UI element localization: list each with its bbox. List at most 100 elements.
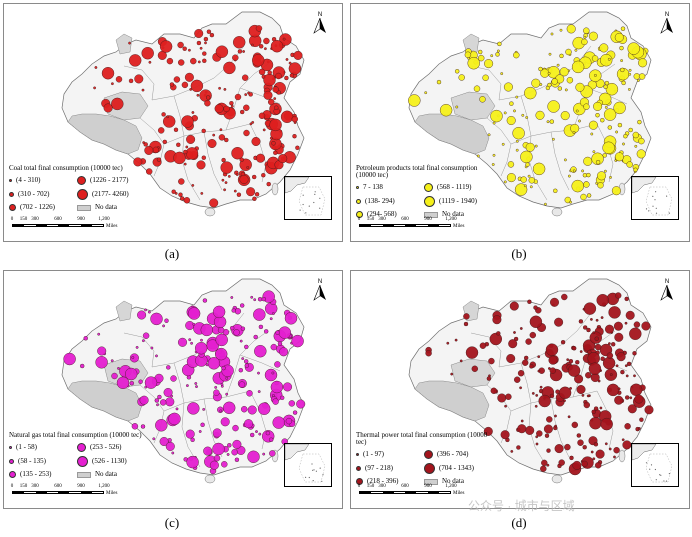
inset-coastline — [284, 176, 310, 194]
scale-tick-label: 0 — [357, 484, 361, 489]
scale-unit: Miles — [106, 491, 118, 496]
prefecture-symbol — [206, 29, 212, 34]
prefecture-symbol — [265, 430, 271, 436]
prefecture-symbol — [509, 101, 514, 106]
prefecture-symbol — [543, 202, 547, 206]
prefecture-symbol — [162, 324, 166, 328]
prefecture-symbol — [271, 371, 275, 375]
legend-circle-symbol — [356, 186, 359, 189]
prefecture-symbol — [544, 433, 550, 438]
prefecture-symbol — [529, 185, 533, 189]
prefecture-symbol — [213, 389, 220, 396]
prefecture-symbol — [215, 333, 228, 347]
legend-circle-symbol — [424, 450, 433, 459]
prefecture-symbol — [271, 394, 275, 397]
prefecture-symbol — [532, 162, 546, 176]
prefecture-symbol — [215, 45, 229, 58]
north-label: N — [317, 279, 323, 285]
prefecture-symbol — [137, 310, 147, 320]
scale-tick-labels: 0 150 300 600 900 1,200 — [11, 484, 110, 491]
prefecture-symbol — [239, 109, 245, 115]
prefecture-symbol — [504, 404, 508, 408]
prefecture-symbol — [513, 376, 521, 383]
prefecture-symbol — [266, 181, 271, 187]
prefecture-symbol — [609, 373, 613, 377]
prefecture-symbol — [194, 382, 198, 385]
prefecture-symbol — [621, 80, 626, 86]
prefecture-symbol — [458, 74, 465, 81]
prefecture-symbol — [232, 424, 239, 432]
prefecture-symbol — [138, 379, 143, 384]
inset-island — [655, 479, 657, 481]
prefecture-symbol — [608, 447, 612, 451]
prefecture-symbol — [246, 166, 250, 169]
prefecture-symbol — [513, 109, 516, 113]
caption-b: (b) — [511, 246, 527, 261]
prefecture-symbol — [621, 438, 625, 442]
prefecture-symbol — [523, 355, 529, 361]
prefecture-symbol — [275, 72, 282, 80]
prefecture-symbol — [473, 85, 481, 92]
prefecture-symbol — [141, 47, 154, 60]
prefecture-symbol — [161, 112, 166, 117]
prefecture-symbol — [254, 344, 267, 358]
prefecture-symbol — [218, 134, 226, 141]
prefecture-symbol — [591, 152, 604, 166]
legend-item: (294- 568) — [356, 211, 424, 218]
prefecture-symbol — [607, 125, 612, 130]
prefecture-symbol — [486, 376, 492, 381]
prefecture-symbol — [239, 339, 243, 343]
prefecture-symbol — [223, 188, 227, 192]
prefecture-symbol — [496, 331, 501, 336]
prefecture-symbol — [538, 66, 543, 72]
prefecture-symbol — [178, 178, 185, 185]
prefecture-symbol — [628, 127, 633, 133]
inset-island — [314, 191, 316, 193]
prefecture-symbol — [201, 128, 206, 134]
scale-tick-label: 300 — [378, 484, 386, 489]
north-arrow-icon — [660, 284, 673, 301]
legend-circle-symbol — [356, 199, 361, 204]
inset-boundary-line — [645, 186, 673, 216]
prefecture-symbol — [639, 417, 644, 422]
prefecture-symbol — [558, 459, 565, 466]
legend-item: (702 - 1226) — [9, 204, 77, 211]
scale-bar-d: 0 150 300 600 900 1,200 Miles — [357, 484, 465, 496]
prefecture-symbol — [175, 407, 179, 411]
legend-circle-symbol — [77, 456, 88, 467]
prefecture-symbol — [554, 424, 558, 428]
prefecture-symbol — [220, 384, 224, 388]
prefecture-symbol — [181, 81, 189, 89]
prefecture-symbol — [225, 392, 229, 396]
prefecture-symbol — [213, 454, 221, 462]
prefecture-symbol — [244, 363, 250, 368]
map-panel-d: Thermal power total final consumption (1… — [350, 270, 690, 509]
prefecture-symbol — [218, 86, 222, 90]
inset-island — [315, 470, 317, 472]
legend-circle-symbol — [356, 211, 363, 218]
prefecture-symbol — [264, 329, 269, 334]
prefecture-symbol — [482, 74, 489, 82]
prefecture-symbol — [241, 74, 249, 81]
prefecture-symbol — [637, 427, 641, 430]
prefecture-symbol — [525, 142, 535, 152]
prefecture-symbol — [490, 109, 503, 123]
prefecture-symbol — [589, 318, 593, 321]
prefecture-symbol — [615, 292, 622, 299]
prefecture-symbol — [463, 313, 470, 320]
prefecture-symbol — [93, 86, 97, 90]
province-border — [203, 131, 223, 191]
prefecture-symbol — [185, 429, 195, 439]
province-border — [520, 95, 532, 137]
legend-circle-symbol — [9, 459, 14, 464]
prefecture-symbol — [263, 73, 276, 87]
prefecture-symbol — [204, 41, 207, 45]
prefecture-symbol — [638, 73, 646, 80]
prefecture-symbol — [243, 129, 250, 137]
prefecture-symbol — [477, 49, 483, 55]
prefecture-symbol — [259, 44, 264, 49]
prefecture-symbol — [247, 450, 260, 464]
prefecture-symbol — [551, 78, 558, 85]
province-border — [550, 131, 570, 191]
prefecture-symbol — [581, 394, 585, 397]
